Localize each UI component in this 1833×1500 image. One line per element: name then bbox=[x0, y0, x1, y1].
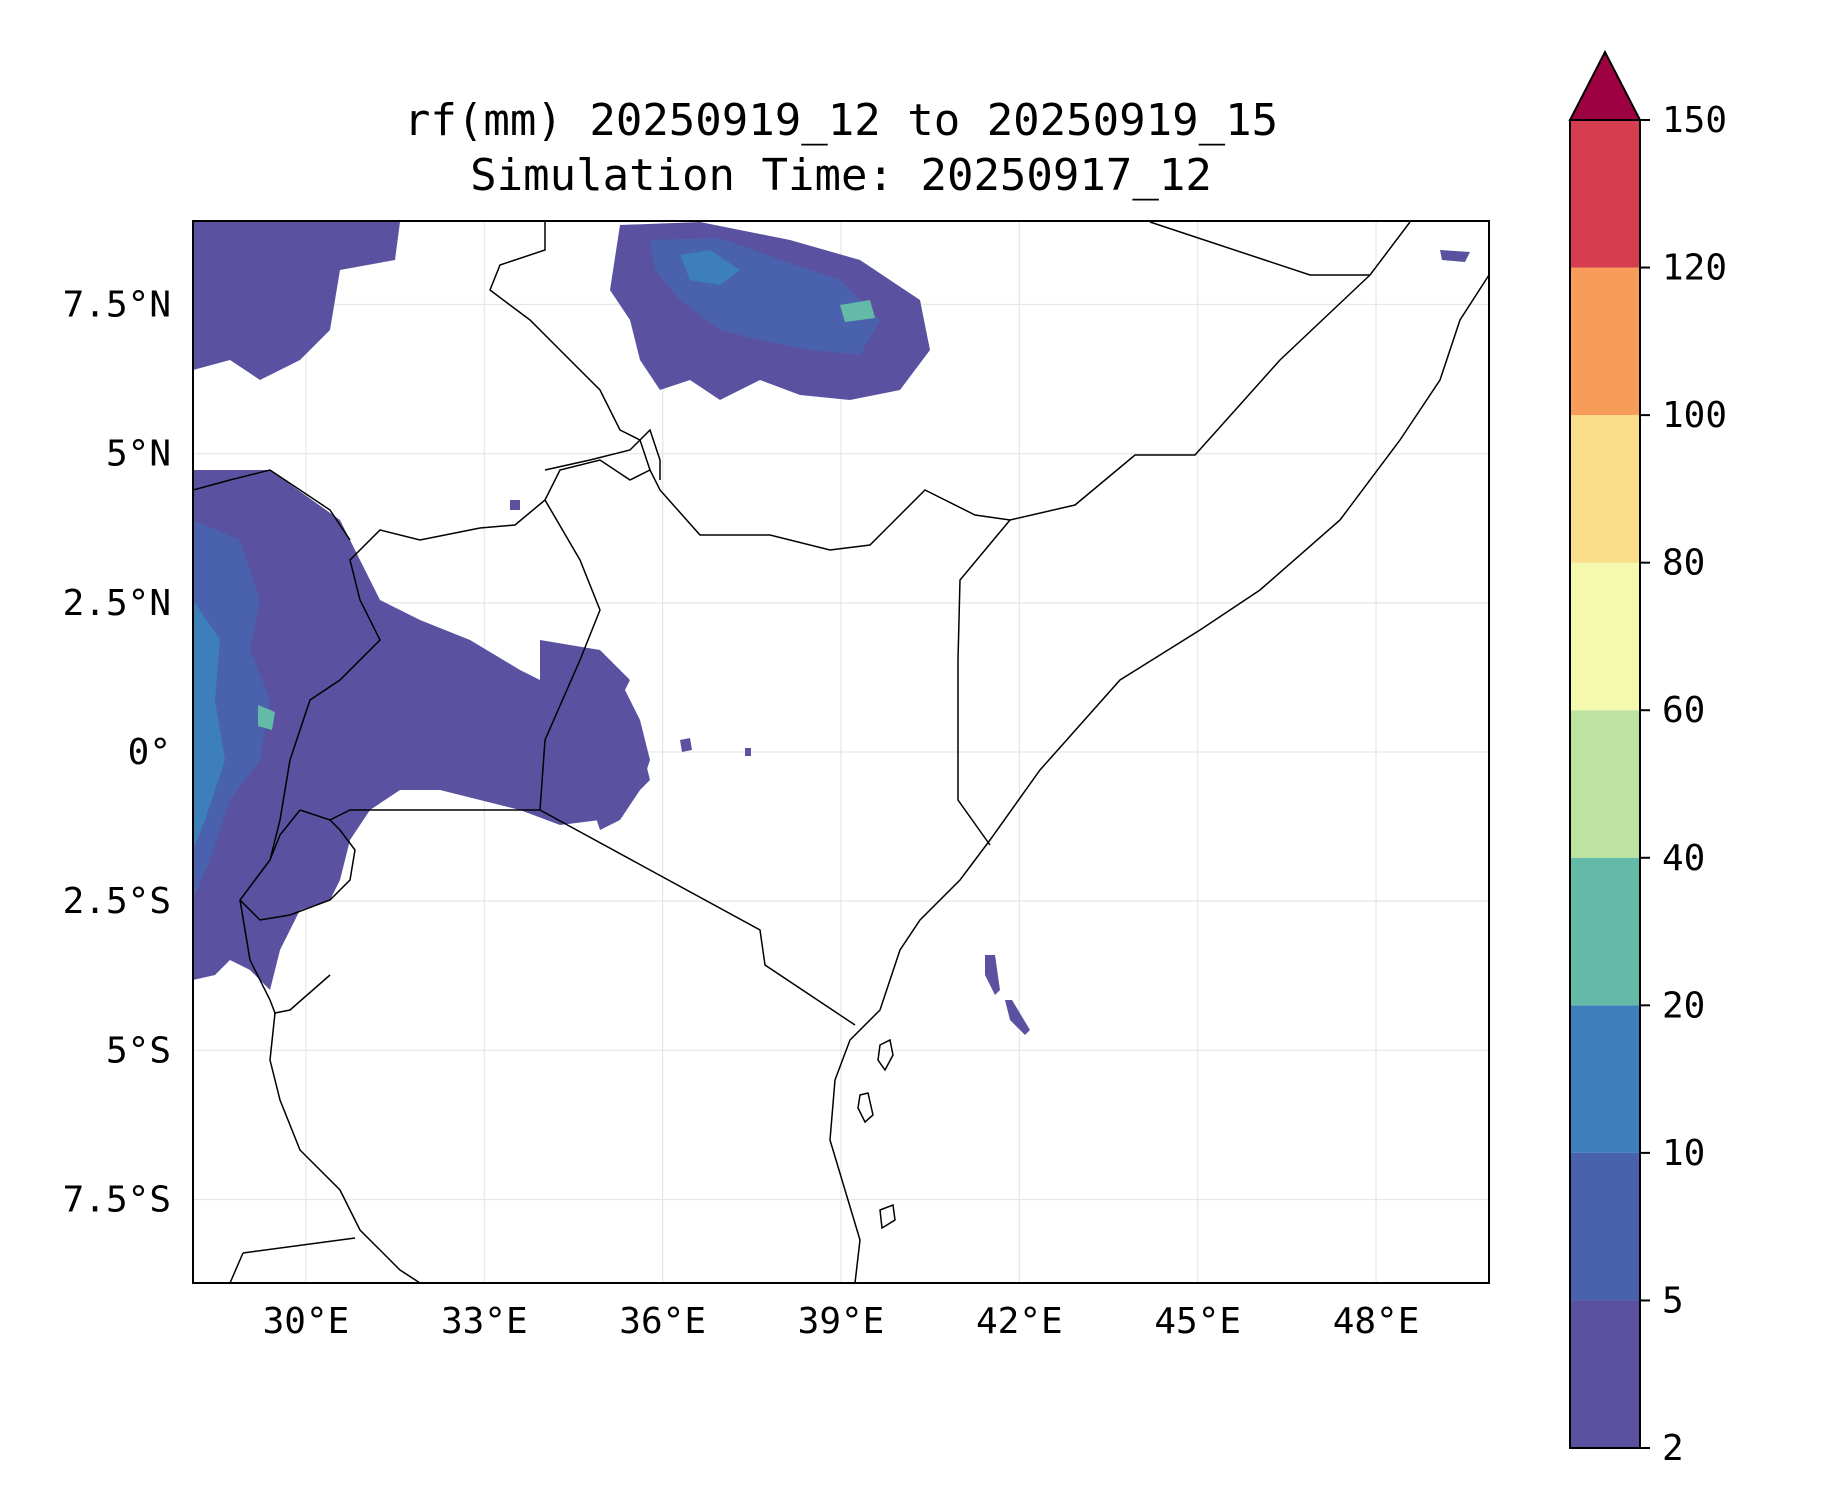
border-line bbox=[239, 899, 331, 1014]
island bbox=[879, 1203, 896, 1230]
colorbar-segment bbox=[1570, 1300, 1640, 1448]
colorbar-label: 5 bbox=[1662, 1280, 1684, 1321]
border-line bbox=[539, 809, 856, 1026]
border-line bbox=[269, 527, 481, 861]
map-frame bbox=[192, 220, 1490, 1284]
rain-cell bbox=[1005, 1000, 1030, 1035]
rain-area-lake-victoria bbox=[555, 670, 650, 830]
border-line bbox=[489, 222, 651, 471]
colorbar-label: 2 bbox=[1662, 1428, 1684, 1469]
rain-area-ethiopia bbox=[840, 300, 875, 322]
colorbar-segment bbox=[1570, 562, 1640, 711]
border-line bbox=[239, 809, 356, 921]
rain-area-west bbox=[193, 520, 270, 900]
colorbar-frame bbox=[1569, 119, 1641, 1449]
colorbar-label: 20 bbox=[1662, 985, 1705, 1026]
rain-area-west bbox=[258, 705, 275, 730]
rainfall-field bbox=[193, 222, 1470, 1035]
colorbar-extend-arrow bbox=[1568, 49, 1642, 121]
lon-tick-label: 33°E bbox=[441, 1301, 528, 1342]
lat-tick-label: 7.5°N bbox=[63, 285, 171, 326]
colorbar-label: 150 bbox=[1662, 100, 1727, 141]
colorbar-segment bbox=[1570, 415, 1640, 563]
rain-area-east-uganda bbox=[540, 640, 630, 720]
lat-tick-label: 5°N bbox=[106, 434, 171, 475]
border-line bbox=[957, 519, 1011, 846]
rain-cell bbox=[1440, 250, 1470, 262]
colorbar-label: 120 bbox=[1662, 248, 1727, 289]
lon-tick-label: 48°E bbox=[1333, 1301, 1420, 1342]
border-line bbox=[544, 428, 661, 480]
island bbox=[857, 1092, 874, 1124]
colorbar-label: 80 bbox=[1662, 543, 1705, 584]
map-subtitle: Simulation Time: 20250917_12 bbox=[470, 150, 1212, 201]
map-title: rf(mm) 20250919_12 to 20250919_15 bbox=[403, 95, 1279, 146]
rain-cell bbox=[745, 748, 751, 756]
lat-tick-label: 0° bbox=[128, 732, 171, 773]
border-line bbox=[193, 469, 351, 541]
colorbar-segment bbox=[1570, 1005, 1640, 1153]
colorbar-segment bbox=[1570, 1152, 1640, 1301]
colorbar-segment bbox=[1570, 710, 1640, 858]
lat-tick-label: 2.5°N bbox=[63, 583, 171, 624]
border-line bbox=[479, 274, 1371, 551]
colorbar-segment bbox=[1570, 267, 1640, 416]
border-line bbox=[299, 809, 540, 821]
colorbar-segment bbox=[1570, 857, 1640, 1006]
lon-tick-label: 30°E bbox=[263, 1301, 350, 1342]
rain-cell bbox=[680, 738, 692, 752]
lat-tick-label: 2.5°S bbox=[63, 881, 171, 922]
rain-area-west bbox=[193, 470, 650, 990]
latitude-axis: 7.5°N 5°N 2.5°N 0° 2.5°S 5°S 7.5°S bbox=[63, 285, 171, 1221]
colorbar-label: 40 bbox=[1662, 838, 1705, 879]
coastline bbox=[829, 274, 1489, 1283]
lat-tick-label: 7.5°S bbox=[63, 1179, 171, 1220]
lat-tick-label: 5°S bbox=[106, 1030, 171, 1071]
border-line bbox=[269, 1012, 421, 1283]
colorbar-label: 100 bbox=[1662, 395, 1727, 436]
rain-area-ethiopia bbox=[680, 250, 740, 285]
border-line bbox=[242, 1237, 356, 1254]
lon-tick-label: 36°E bbox=[619, 1301, 706, 1342]
colorbar-label: 10 bbox=[1662, 1133, 1705, 1174]
lon-tick-label: 39°E bbox=[798, 1301, 885, 1342]
lon-tick-label: 42°E bbox=[976, 1301, 1063, 1342]
border-line bbox=[539, 499, 601, 811]
border-line bbox=[229, 1252, 244, 1283]
country-borders bbox=[193, 221, 1489, 1283]
rain-area-west bbox=[193, 600, 225, 850]
longitude-axis: 30°E 33°E 36°E 39°E 42°E 45°E 48°E bbox=[263, 1301, 1420, 1342]
colorbar-segment bbox=[1570, 120, 1640, 268]
border-line bbox=[1149, 221, 1411, 276]
island bbox=[877, 1038, 894, 1072]
colorbar-label: 60 bbox=[1662, 690, 1705, 731]
colorbar: 2 5 10 20 40 60 80 100 120 150 bbox=[1568, 49, 1727, 1469]
rain-area-west bbox=[193, 222, 400, 380]
lon-tick-label: 45°E bbox=[1154, 1301, 1241, 1342]
rain-cell bbox=[985, 955, 1000, 995]
rain-cell bbox=[510, 500, 520, 510]
